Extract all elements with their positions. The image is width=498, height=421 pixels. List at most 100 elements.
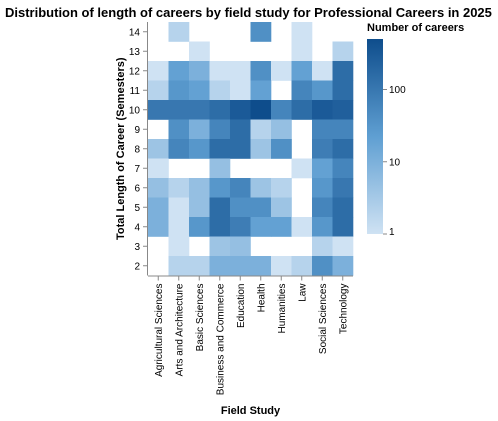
y-tick-label: 9 bbox=[134, 125, 140, 136]
heatmap-cell bbox=[209, 236, 231, 257]
y-tick-label: 8 bbox=[134, 144, 140, 155]
heatmap-cell bbox=[189, 41, 210, 62]
heatmap-cell bbox=[250, 80, 272, 101]
heatmap-cell bbox=[332, 119, 354, 140]
heatmap-cell bbox=[332, 139, 354, 159]
x-tick-label: Technology bbox=[338, 284, 349, 335]
x-tick-label: Humanities bbox=[277, 284, 288, 334]
heatmap-cell bbox=[291, 158, 313, 179]
heatmap-cell bbox=[291, 61, 313, 81]
y-tick-label: 14 bbox=[129, 27, 141, 38]
heatmap-cell bbox=[148, 178, 169, 198]
heatmap-cell bbox=[250, 100, 272, 120]
heatmap-cell bbox=[148, 100, 169, 120]
heatmap-cell bbox=[168, 217, 190, 237]
heatmap-cell bbox=[189, 139, 210, 159]
x-tick-label: Health bbox=[256, 284, 267, 313]
heatmap-cell bbox=[312, 158, 333, 179]
y-tick-label: 2 bbox=[134, 261, 140, 272]
heatmap-cell bbox=[168, 178, 190, 198]
heatmap-cell bbox=[312, 197, 333, 218]
heatmap-cell bbox=[291, 41, 313, 62]
heatmap-cell bbox=[312, 217, 333, 237]
heatmap-cell bbox=[148, 80, 169, 101]
x-tick-label: Agricultural Sciences bbox=[154, 284, 165, 377]
heatmap-cell bbox=[168, 139, 190, 159]
heatmap-cell bbox=[332, 197, 354, 218]
legend-ticks: 1 10 100 bbox=[383, 85, 406, 238]
heatmap-cell bbox=[189, 197, 210, 218]
heatmap-cell bbox=[148, 197, 169, 218]
heatmap-cell bbox=[332, 80, 354, 101]
heatmap-cell bbox=[250, 61, 272, 81]
x-tick-label: Law bbox=[297, 283, 308, 302]
heatmap-cell bbox=[168, 236, 190, 257]
heatmap-cell bbox=[209, 80, 231, 101]
y-tick-label: 13 bbox=[129, 47, 141, 58]
heatmap-cell bbox=[312, 236, 333, 257]
heatmap-cell bbox=[312, 61, 333, 81]
heatmap-cell bbox=[230, 80, 251, 101]
heatmap-cell bbox=[209, 139, 231, 159]
heatmap-cell bbox=[332, 100, 354, 120]
y-tick-label: 7 bbox=[134, 164, 140, 175]
heatmap-cell bbox=[291, 80, 313, 101]
heatmap-cell bbox=[189, 178, 210, 198]
heatmap-cell bbox=[168, 197, 190, 218]
heatmap-cell bbox=[209, 197, 231, 218]
heatmap-cell bbox=[168, 119, 190, 140]
heatmap-cell bbox=[250, 217, 272, 237]
heatmap-cell bbox=[332, 217, 354, 237]
heatmap-cell bbox=[230, 256, 251, 276]
heatmap-cell bbox=[271, 61, 292, 81]
heatmap-cell bbox=[291, 217, 313, 237]
heatmap-cell bbox=[291, 256, 313, 276]
heatmap-cell bbox=[209, 178, 231, 198]
heatmap-cell bbox=[291, 100, 313, 120]
color-legend: Number of careers 1 10 100 bbox=[367, 22, 464, 238]
heatmap-cell bbox=[189, 80, 210, 101]
heatmap-cell bbox=[209, 158, 231, 179]
heatmap-cell bbox=[230, 61, 251, 81]
heatmap-cell bbox=[250, 178, 272, 198]
heatmap-cell bbox=[189, 100, 210, 120]
y-tick-label: 5 bbox=[134, 203, 140, 214]
heatmap-cell bbox=[209, 61, 231, 81]
heatmap-cell bbox=[209, 256, 231, 276]
heatmap-cell bbox=[168, 100, 190, 120]
heatmap-cell bbox=[230, 139, 251, 159]
heatmap-cell bbox=[168, 80, 190, 101]
x-tick-label: Arts and Architecture bbox=[174, 283, 185, 376]
heatmap-cell bbox=[271, 100, 292, 120]
heatmap-cell bbox=[168, 22, 190, 42]
legend-tick-label: 1 bbox=[389, 227, 395, 238]
x-tick-label: Education bbox=[236, 284, 247, 328]
legend-tick-label: 100 bbox=[389, 85, 406, 96]
chart-title: Distribution of length of careers by fie… bbox=[5, 5, 492, 20]
heatmap-cells bbox=[148, 22, 354, 276]
x-tick-label: Social Sciences bbox=[318, 284, 329, 355]
heatmap-cell bbox=[271, 139, 292, 159]
heatmap-cell bbox=[230, 178, 251, 198]
axes: 14 13 12 11 10 9 8 7 6 5 4 3 2 Agricultural Sciences A… bbox=[129, 22, 353, 395]
heatmap-cell bbox=[189, 61, 210, 81]
y-tick-label: 12 bbox=[129, 66, 141, 77]
y-tick-label: 10 bbox=[129, 105, 141, 116]
y-tick-label: 4 bbox=[134, 222, 140, 233]
heatmap-cell bbox=[271, 217, 292, 237]
legend-title: Number of careers bbox=[367, 22, 464, 34]
x-tick-label: Business and Commerce bbox=[215, 283, 226, 395]
heatmap-cell bbox=[250, 22, 272, 42]
heatmap-cell bbox=[312, 256, 333, 276]
y-axis-title: Total Length of Career (Semesters) bbox=[115, 57, 127, 240]
y-tick-label: 3 bbox=[134, 242, 140, 253]
heatmap-cell bbox=[332, 61, 354, 81]
heatmap-cell bbox=[209, 217, 231, 237]
legend-gradient-bar bbox=[367, 39, 383, 234]
x-axis-title: Field Study bbox=[221, 405, 281, 417]
heatmap-cell bbox=[148, 158, 169, 179]
heatmap-cell bbox=[250, 197, 272, 218]
heatmap-cell bbox=[291, 22, 313, 42]
heatmap-cell bbox=[189, 119, 210, 140]
heatmap-cell bbox=[230, 236, 251, 257]
